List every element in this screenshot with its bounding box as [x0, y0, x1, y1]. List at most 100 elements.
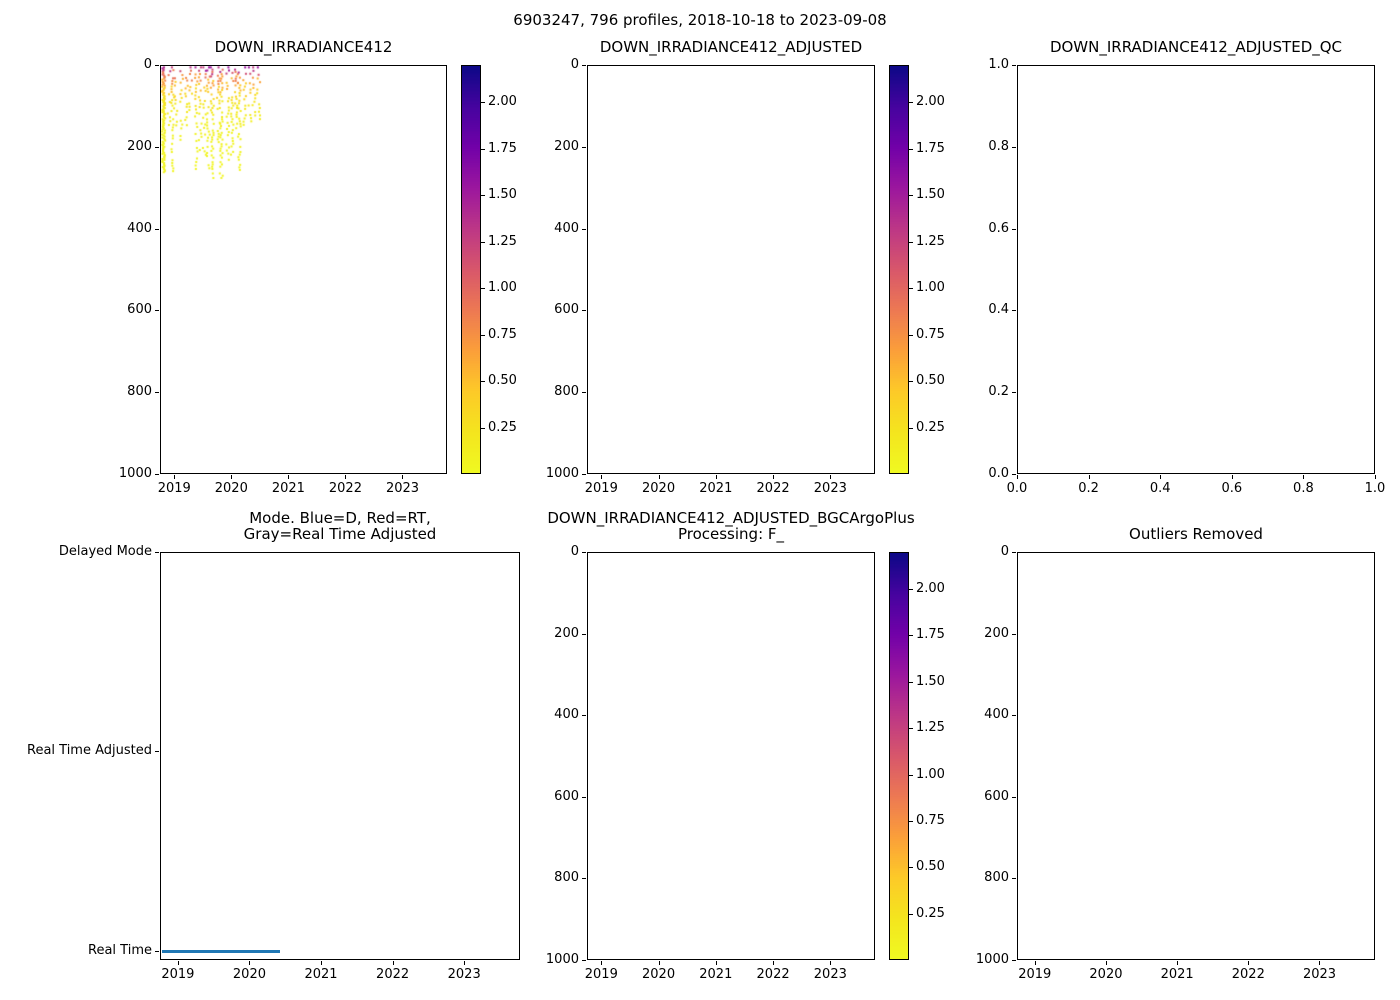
colorbar-gradient	[462, 66, 480, 473]
y-tick-mark	[1012, 228, 1016, 230]
x-tick-mark	[288, 475, 290, 479]
x-tick-mark	[464, 961, 466, 965]
x-tick-label: 0.2	[1078, 481, 1099, 496]
colorbar-tick-mark	[909, 635, 913, 637]
x-tick-mark	[830, 961, 832, 965]
x-tick-label: 2020	[642, 481, 676, 496]
x-tick-label: 2023	[385, 481, 420, 496]
x-tick-mark	[715, 961, 717, 965]
x-tick-label: 2019	[157, 481, 191, 496]
chart-title: Gray=Real Time Adjusted	[243, 525, 437, 543]
x-tick-label: 0.4	[1149, 481, 1171, 496]
colorbar-tick-label: 1.75	[488, 140, 517, 156]
x-tick-label: 2023	[813, 481, 847, 496]
y-tick-label: 0	[1000, 544, 1009, 559]
colorbar-tick-mark	[909, 681, 913, 683]
x-tick-mark	[773, 475, 775, 479]
y-tick-mark	[582, 878, 586, 880]
y-tick-label: 0.2	[988, 384, 1009, 400]
colorbar-tick-label: 1.00	[916, 280, 945, 296]
y-tick-mark	[582, 310, 586, 312]
y-tick-label: 800	[984, 870, 1009, 886]
y-tick-label: 800	[127, 384, 152, 400]
y-tick-mark	[582, 552, 586, 553]
colorbar	[889, 65, 909, 474]
x-tick-label: 2021	[1160, 967, 1194, 982]
x-tick-label: 2022	[756, 967, 790, 982]
y-tick-mark	[155, 392, 159, 394]
y-tick-label: 200	[127, 138, 152, 154]
x-tick-mark	[1303, 475, 1305, 479]
plot-area	[1017, 552, 1375, 960]
y-tick-mark	[155, 750, 159, 752]
x-tick-mark	[830, 475, 832, 479]
y-tick-mark	[582, 474, 586, 475]
chart-title: DOWN_IRRADIANCE412_ADJUSTED_BGCArgoPlus	[547, 509, 915, 527]
mode-line-real-time-mode-segment	[162, 950, 280, 954]
x-tick-mark	[392, 961, 394, 965]
y-tick-label: 400	[554, 707, 579, 723]
y-tick-label: 800	[554, 384, 579, 400]
y-tick-label: 200	[554, 625, 579, 641]
colorbar	[461, 65, 481, 474]
colorbar-tick-label: 1.75	[916, 627, 945, 643]
plot-area	[160, 552, 520, 960]
x-tick-mark	[658, 961, 660, 965]
y-tick-mark	[582, 392, 586, 394]
x-tick-mark	[1017, 475, 1018, 479]
colorbar-tick-label: 0.25	[916, 905, 945, 921]
colorbar-tick-mark	[909, 102, 913, 104]
x-tick-mark	[1177, 961, 1179, 965]
colorbar-tick-label: 0.50	[488, 373, 517, 389]
x-tick-label: 2019	[584, 967, 618, 982]
y-tick-label: Real Time	[88, 943, 152, 959]
colorbar-tick-label: 2.00	[488, 94, 517, 110]
x-tick-mark	[715, 475, 717, 479]
colorbar-tick-label: 0.50	[916, 859, 945, 875]
x-tick-label: 0.0	[1006, 481, 1028, 496]
plot-area	[587, 65, 875, 474]
colorbar-tick-label: 0.25	[488, 419, 517, 435]
x-tick-label: 2022	[1231, 967, 1265, 982]
x-tick-mark	[601, 475, 603, 479]
y-tick-mark	[155, 310, 159, 312]
x-tick-mark	[1231, 475, 1233, 479]
colorbar-tick-label: 1.25	[488, 233, 517, 249]
y-tick-label: 0	[143, 57, 152, 72]
y-tick-label: Real Time Adjusted	[27, 742, 152, 758]
y-tick-mark	[1012, 552, 1016, 553]
x-tick-label: 2021	[304, 967, 338, 982]
y-tick-mark	[1012, 474, 1016, 475]
x-tick-label: 2023	[447, 967, 481, 982]
x-tick-label: 2022	[376, 967, 410, 982]
y-tick-mark	[582, 960, 586, 961]
x-tick-mark	[1375, 475, 1376, 479]
y-tick-label: 1000	[118, 466, 152, 481]
y-tick-label: 400	[984, 707, 1009, 723]
y-tick-mark	[155, 228, 159, 230]
y-tick-label: 200	[984, 625, 1009, 641]
x-tick-mark	[177, 961, 179, 965]
y-tick-label: 400	[554, 220, 579, 236]
colorbar-tick-mark	[909, 427, 913, 429]
x-tick-mark	[321, 961, 323, 965]
x-tick-label: 2019	[1018, 967, 1052, 982]
y-tick-label: 0.6	[988, 220, 1009, 236]
x-tick-mark	[1160, 475, 1162, 479]
x-tick-label: 2021	[699, 481, 733, 496]
y-tick-mark	[155, 951, 159, 953]
y-tick-label: 1000	[545, 952, 579, 967]
y-tick-mark	[1012, 65, 1016, 66]
y-tick-label: 600	[984, 788, 1009, 804]
x-tick-label: 2019	[584, 481, 618, 496]
x-tick-label: 2020	[232, 967, 266, 982]
y-tick-mark	[1012, 146, 1016, 148]
y-tick-mark	[1012, 310, 1016, 312]
colorbar-tick-label: 1.50	[488, 187, 517, 203]
x-tick-label: 2022	[756, 481, 790, 496]
y-tick-mark	[1012, 878, 1016, 880]
colorbar-tick-mark	[481, 334, 485, 336]
y-tick-mark	[155, 474, 159, 475]
x-tick-mark	[1319, 961, 1321, 965]
